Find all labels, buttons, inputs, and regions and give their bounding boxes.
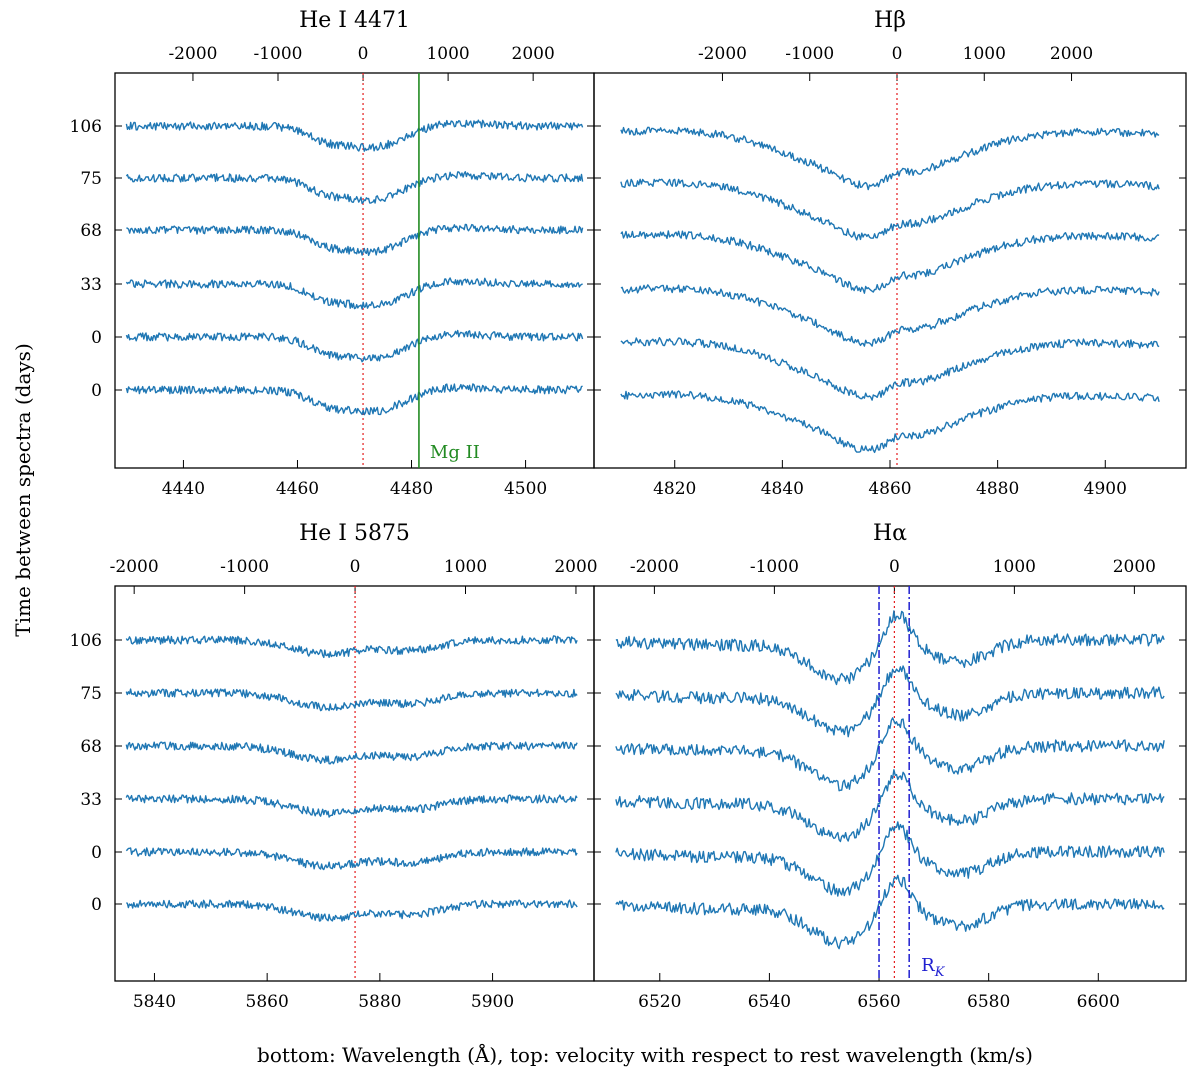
x-tick-label: 6580 xyxy=(967,992,1010,1012)
top-tick-label: 2000 xyxy=(512,44,555,64)
x-tick-label: 4480 xyxy=(390,479,433,499)
spectrum-he4471-day-0 xyxy=(125,383,583,416)
spectrum-he4471-day-33 xyxy=(125,277,583,310)
y-tick-label: 0 xyxy=(91,895,102,915)
top-tick-label: -2000 xyxy=(110,557,159,577)
panel-title-hbeta: Hβ xyxy=(874,8,906,33)
top-tick-label: 1000 xyxy=(963,44,1006,64)
rk-label: RK xyxy=(921,955,946,980)
spectrum-hbeta-day-75 xyxy=(620,178,1160,241)
panel-hbeta: Hβ 4820 4840 4860 4880 4900 -2000 -1000 0 1000 200… xyxy=(593,8,1187,499)
spectrum-he4471-day-106 xyxy=(125,119,584,152)
y-tick-label: 68 xyxy=(80,737,102,757)
spectrum-halpha-day-33 xyxy=(615,769,1165,843)
x-tick-label: 6520 xyxy=(638,992,681,1012)
top-tick-label: 0 xyxy=(892,44,903,64)
spectrum-he4471-day-0 xyxy=(125,329,584,363)
top-tick-label: 0 xyxy=(350,557,361,577)
spectrum-hbeta-day-33 xyxy=(620,284,1160,347)
x-tick-label: 6560 xyxy=(857,992,900,1012)
x-tick-label: 6540 xyxy=(748,992,791,1012)
top-tick-label: 1000 xyxy=(993,557,1036,577)
top-tick-label: -1000 xyxy=(220,557,269,577)
top-tick-label: -2000 xyxy=(698,44,747,64)
plot-frame-halpha xyxy=(593,585,1187,982)
spectrum-halpha-day-68 xyxy=(615,717,1165,792)
y-tick-label: 33 xyxy=(80,275,102,295)
x-tick-label: 4460 xyxy=(276,479,319,499)
spectrum-he4471-day-75 xyxy=(125,170,584,205)
y-tick-label: 0 xyxy=(91,843,102,863)
x-tick-label: 4900 xyxy=(1084,479,1127,499)
x-tick-label: 4500 xyxy=(504,479,547,499)
panel-halpha: Hα 6520 6540 6560 6580 6600 -2000 -1000 0 1000 200… xyxy=(593,521,1187,1012)
y-tick-label: 75 xyxy=(80,169,102,189)
x-tick-label: 4860 xyxy=(868,479,911,499)
y-tick-label: 75 xyxy=(80,684,102,704)
top-tick-label: -1000 xyxy=(785,44,834,64)
y-axis-title: Time between spectra (days) xyxy=(11,343,35,636)
spectrum-hbeta-day-0 xyxy=(620,337,1160,401)
spectrum-hbeta-day-0 xyxy=(620,390,1160,454)
x-tick-label: 5900 xyxy=(471,992,514,1012)
panel-he5875: He I 5875 5840 5860 5880 5900 -2000 -1000 0 1000… xyxy=(70,521,598,1012)
panel-title-he4471: He I 4471 xyxy=(299,8,410,33)
y-tick-label: 106 xyxy=(70,117,102,137)
spectrum-hbeta-day-68 xyxy=(620,230,1160,294)
top-tick-label: 2000 xyxy=(554,557,597,577)
x-tick-label: 5880 xyxy=(358,992,401,1012)
top-tick-label: 1000 xyxy=(426,44,469,64)
x-tick-label: 4880 xyxy=(976,479,1019,499)
mg-ii-label: Mg II xyxy=(430,442,480,463)
x-axis-title: bottom: Wavelength (Å), top: velocity wi… xyxy=(257,1042,1033,1067)
spectrum-he5875-day-106 xyxy=(125,635,578,659)
top-tick-label: -2000 xyxy=(168,44,217,64)
y-tick-label: 0 xyxy=(91,328,102,348)
y-tick-label: 0 xyxy=(91,381,102,401)
y-tick-label: 33 xyxy=(80,790,102,810)
top-tick-label: -1000 xyxy=(253,44,302,64)
top-tick-label: 1000 xyxy=(444,557,487,577)
spectrum-he5875-day-33 xyxy=(125,794,578,818)
panel-title-he5875: He I 5875 xyxy=(299,521,410,546)
spectrum-he5875-day-75 xyxy=(125,688,578,712)
y-tick-label: 68 xyxy=(80,221,102,241)
spectrum-halpha-day-75 xyxy=(615,665,1165,738)
top-tick-label: -1000 xyxy=(750,557,799,577)
x-tick-label: 4440 xyxy=(162,479,205,499)
spectrum-he5875-day-68 xyxy=(125,741,578,765)
spectrum-halpha-day-106 xyxy=(615,610,1165,686)
plot-frame-he4471 xyxy=(114,72,595,469)
y-tick-label: 106 xyxy=(70,631,102,651)
spectrum-halpha-day-0 xyxy=(615,821,1165,897)
spectrum-he5875-day-0 xyxy=(125,899,578,922)
panel-title-halpha: Hα xyxy=(873,521,907,546)
x-tick-label: 4840 xyxy=(761,479,804,499)
spectrum-he5875-day-0 xyxy=(125,847,578,871)
top-tick-label: 2000 xyxy=(1050,44,1093,64)
top-tick-label: 2000 xyxy=(1113,557,1156,577)
spectrum-hbeta-day-106 xyxy=(620,126,1160,191)
x-tick-label: 5840 xyxy=(133,992,176,1012)
spectrum-halpha-day-0 xyxy=(615,874,1165,950)
top-tick-label: 0 xyxy=(889,557,900,577)
x-tick-label: 6600 xyxy=(1077,992,1120,1012)
spectrum-he4471-day-68 xyxy=(126,223,584,257)
x-tick-label: 4820 xyxy=(653,479,696,499)
top-tick-label: 0 xyxy=(358,44,369,64)
panel-he4471: He I 4471 4440 4460 4480 4500 -2000 -1000 0 1000… xyxy=(70,8,595,499)
x-tick-label: 5860 xyxy=(246,992,289,1012)
top-tick-label: -2000 xyxy=(630,557,679,577)
